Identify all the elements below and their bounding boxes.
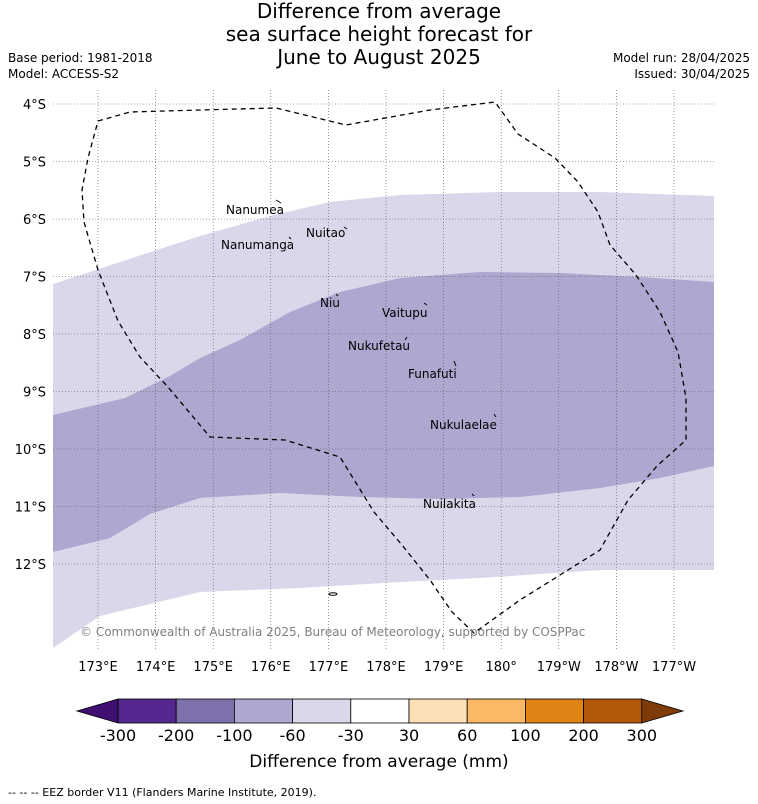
longitude-tick-label: 174°E (136, 660, 176, 675)
meta-left: Base period: 1981-2018 Model: ACCESS-S2 (8, 50, 153, 82)
latitude-tick-label: 8°S (23, 328, 46, 343)
model-name: Model: ACCESS-S2 (8, 67, 120, 81)
island-label: Funafuti (408, 367, 457, 381)
longitude-tick-label: 177°W (652, 660, 696, 675)
longitude-tick-label: 175°E (193, 660, 233, 675)
vaitupu-mark (423, 302, 428, 306)
colorbar-tick-label: 300 (627, 726, 658, 745)
nuilakita-mark (471, 493, 475, 497)
island-label: Vaitupu (382, 306, 428, 320)
island-labels: Nanumea Nuitao Nanumanga Niu Vaitupu Nuk… (221, 203, 497, 511)
colorbar-tick-label: -60 (280, 726, 306, 745)
colorbar-tick-label: -30 (338, 726, 364, 745)
latitude-tick-label: 10°S (15, 443, 46, 458)
model-run: Model run: 28/04/2025 (612, 51, 750, 65)
latitude-tick-label: 5°S (23, 156, 46, 171)
colorbar-extension-low (75, 698, 119, 724)
colorbar-segment (583, 698, 643, 724)
colorbar-tick-label: 100 (510, 726, 541, 745)
colorbar-tick-label: -300 (100, 726, 136, 745)
longitude-tick-label: 173°E (78, 660, 118, 675)
latitude-tick-label: 9°S (23, 386, 46, 401)
colorbar-segment (466, 698, 526, 724)
map-area (53, 90, 714, 650)
latitude-tick-label: 11°S (15, 501, 46, 516)
longitude-tick-label: 180° (486, 660, 517, 675)
latitude-tick-label: 12°S (15, 558, 46, 573)
nanumea-mark (275, 199, 282, 204)
colorbar-segment (175, 698, 235, 724)
title-line-1: Difference from average (256, 0, 502, 23)
island-label: Nanumea (226, 203, 284, 217)
colorbar-segment (350, 698, 410, 724)
longitude-tick-label: 176°E (251, 660, 291, 675)
colorbar-tick-label: 200 (568, 726, 599, 745)
island-label: Niu (320, 296, 340, 310)
colorbar-labels: -300 -200 -100 -60 -30 30 60 100 200 300 (100, 726, 657, 745)
longitude-tick-label: 179°E (424, 660, 464, 675)
funafuti-mark (453, 360, 457, 367)
title-line-3: June to August 2025 (277, 45, 481, 69)
colorbar-segment (117, 698, 177, 724)
latitude-tick-label: 6°S (23, 213, 46, 228)
nanumanga-mark (288, 236, 292, 240)
eez-border (81, 101, 687, 634)
longitude-tick-label: 178°E (366, 660, 406, 675)
issued-date: Issued: 30/04/2025 (634, 67, 750, 81)
colorbar-tick-label: 30 (399, 726, 419, 745)
title-line-2: sea surface height forecast for (225, 22, 533, 46)
longitude-tick-label: 179°W (537, 660, 581, 675)
colorbar-segment (292, 698, 352, 724)
nukufetau-mark (404, 336, 408, 341)
colorbar-tick-label: -100 (216, 726, 252, 745)
latitude-tick-label: 7°S (23, 271, 46, 286)
base-period: Base period: 1981-2018 (8, 51, 153, 65)
graticule (53, 90, 714, 650)
island-label: Nuilakita (423, 497, 476, 511)
anomaly-band-mid (53, 272, 714, 552)
niu-mark (335, 293, 339, 297)
island-label: Nukufetau (348, 339, 410, 353)
colorbar-segment (525, 698, 585, 724)
colorbar-segment (233, 698, 293, 724)
longitude-tick-label: 177°E (309, 660, 349, 675)
colorbar-extension-high (641, 698, 685, 724)
island-label: Nanumanga (221, 238, 294, 252)
colorbar-segment (408, 698, 468, 724)
longitude-tick-label: 178°W (594, 660, 638, 675)
eez-legend-note: -- -- -- EEZ border V11 (Flanders Marine… (8, 786, 317, 799)
map-title: Difference from average sea surface heig… (0, 0, 758, 69)
latitude-tick-label: 4°S (23, 98, 46, 113)
colorbar-tick-label: 60 (457, 726, 477, 745)
latitude-labels: 4°S 5°S 6°S 7°S 8°S 9°S 10°S 11°S 12°S (15, 98, 46, 573)
colorbar (75, 698, 685, 724)
longitude-labels: 173°E 174°E 175°E 176°E 177°E 178°E 179°E 180° 1… (78, 660, 696, 675)
colorbar-tick-label: -200 (158, 726, 194, 745)
island-label: Nukulaelae (430, 418, 497, 432)
nukulaelae-mark (493, 413, 497, 418)
meta-right: Model run: 28/04/2025 Issued: 30/04/2025 (613, 50, 750, 82)
copyright-notice: © Commonwealth of Australia 2025, Bureau… (80, 625, 585, 639)
island-label: Nuitao (306, 226, 345, 240)
nuitao-mark (343, 226, 348, 230)
reef-outline (328, 592, 338, 596)
colorbar-title: Difference from average (mm) (249, 752, 508, 772)
